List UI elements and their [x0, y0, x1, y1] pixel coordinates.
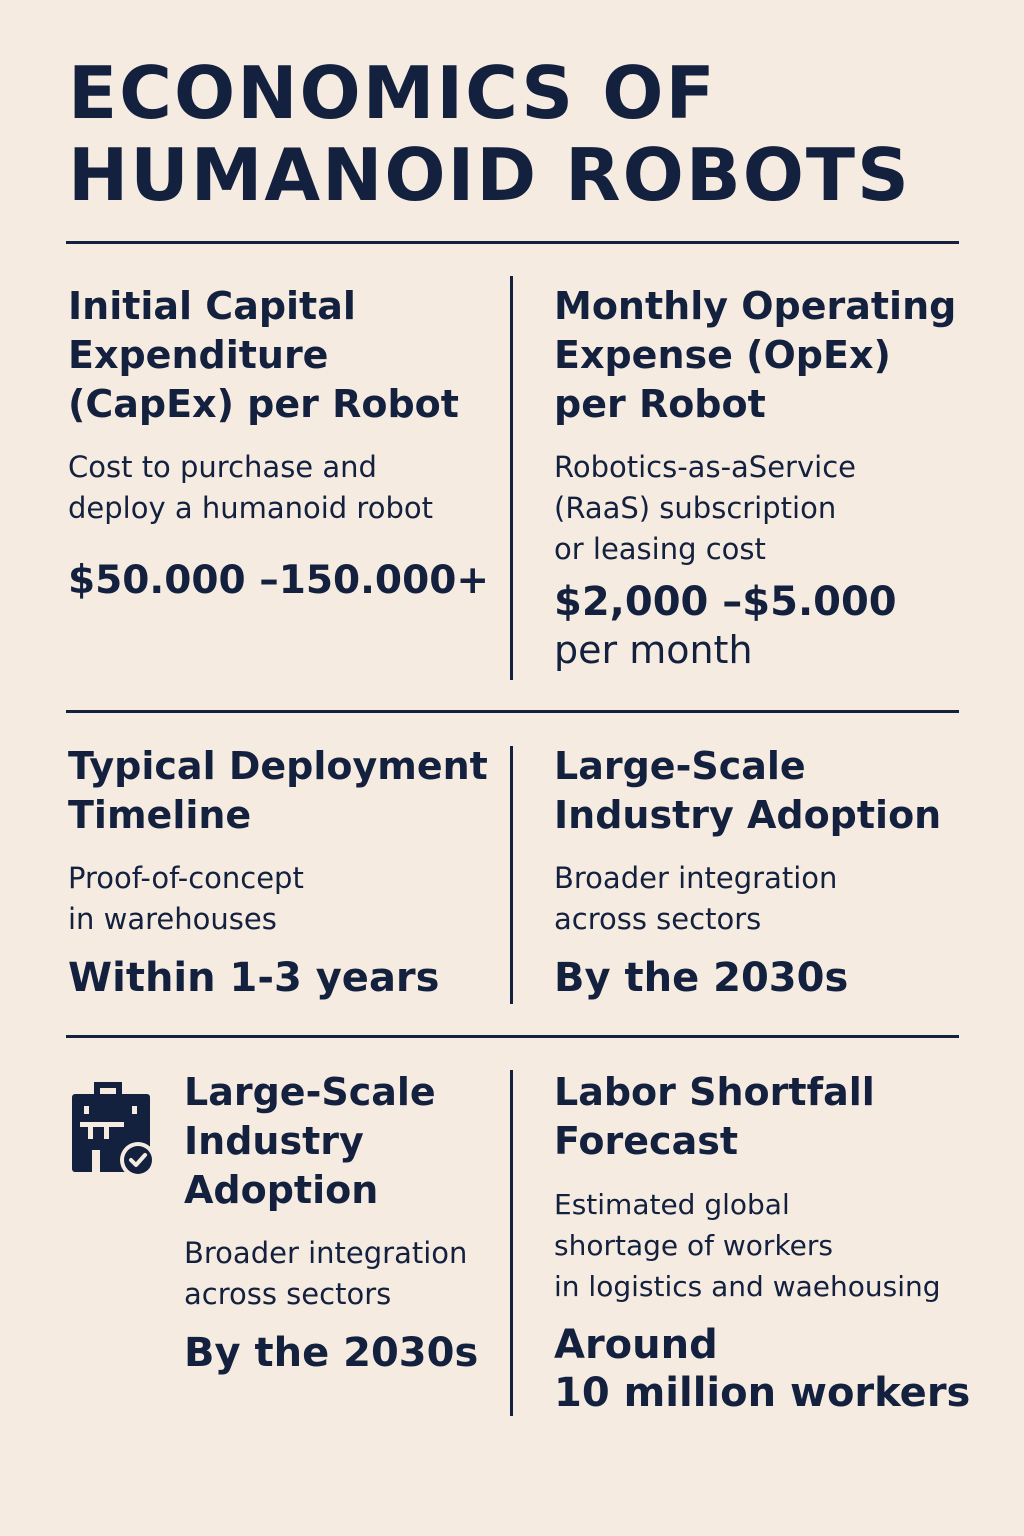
adoption-description: Broader integration across sectors — [554, 861, 838, 936]
opex-value-unit: per month — [554, 628, 753, 672]
divider-middle — [66, 710, 959, 713]
capex-heading: Initial Capital Expenditure (CapEx) per … — [68, 284, 459, 426]
adoption-card: Large-Scale Industry Adoption Broader in… — [554, 742, 974, 1002]
adoption-icon-card: Large-Scale Industry Adoption Broader in… — [184, 1068, 504, 1377]
adoption-icon-card-value: By the 2030s — [184, 1330, 479, 1376]
timeline-heading: Typical Deployment Timeline — [68, 744, 488, 837]
capex-description: Cost to purchase and deploy a humanoid r… — [68, 450, 433, 525]
labor-card: Labor Shortfall Forecast Estimated globa… — [554, 1068, 994, 1417]
opex-card: Monthly Operating Expense (OpEx) per Rob… — [554, 282, 974, 674]
divider-top — [66, 241, 959, 244]
column-divider-row1 — [510, 276, 513, 680]
briefcase-check-icon — [72, 1082, 156, 1178]
opex-value: $2,000 –$5.000 — [554, 579, 897, 625]
timeline-description: Proof-of-concept in warehouses — [68, 861, 304, 936]
adoption-value: By the 2030s — [554, 955, 849, 1001]
adoption-heading: Large-Scale Industry Adoption — [554, 744, 942, 837]
page-title: ECONOMICS OF HUMANOID ROBOTS — [68, 51, 911, 217]
opex-description: Robotics-as-aService (RaaS) subscription… — [554, 450, 856, 566]
adoption-icon-card-description: Broader integration across sectors — [184, 1236, 468, 1311]
labor-value: Around 10 million workers — [554, 1322, 971, 1416]
adoption-icon-card-heading: Large-Scale Industry Adoption — [184, 1070, 436, 1212]
labor-description: Estimated global shortage of workers in … — [554, 1188, 941, 1303]
divider-bottom — [66, 1035, 959, 1038]
labor-heading: Labor Shortfall Forecast — [554, 1070, 875, 1163]
opex-heading: Monthly Operating Expense (OpEx) per Rob… — [554, 284, 957, 426]
capex-card: Initial Capital Expenditure (CapEx) per … — [68, 282, 498, 605]
column-divider-row3 — [510, 1070, 513, 1416]
column-divider-row2 — [510, 746, 513, 1004]
timeline-card: Typical Deployment Timeline Proof-of-con… — [68, 742, 498, 1002]
timeline-value: Within 1-3 years — [68, 955, 440, 1001]
capex-value: $50.000 –150.000+ — [68, 558, 490, 603]
